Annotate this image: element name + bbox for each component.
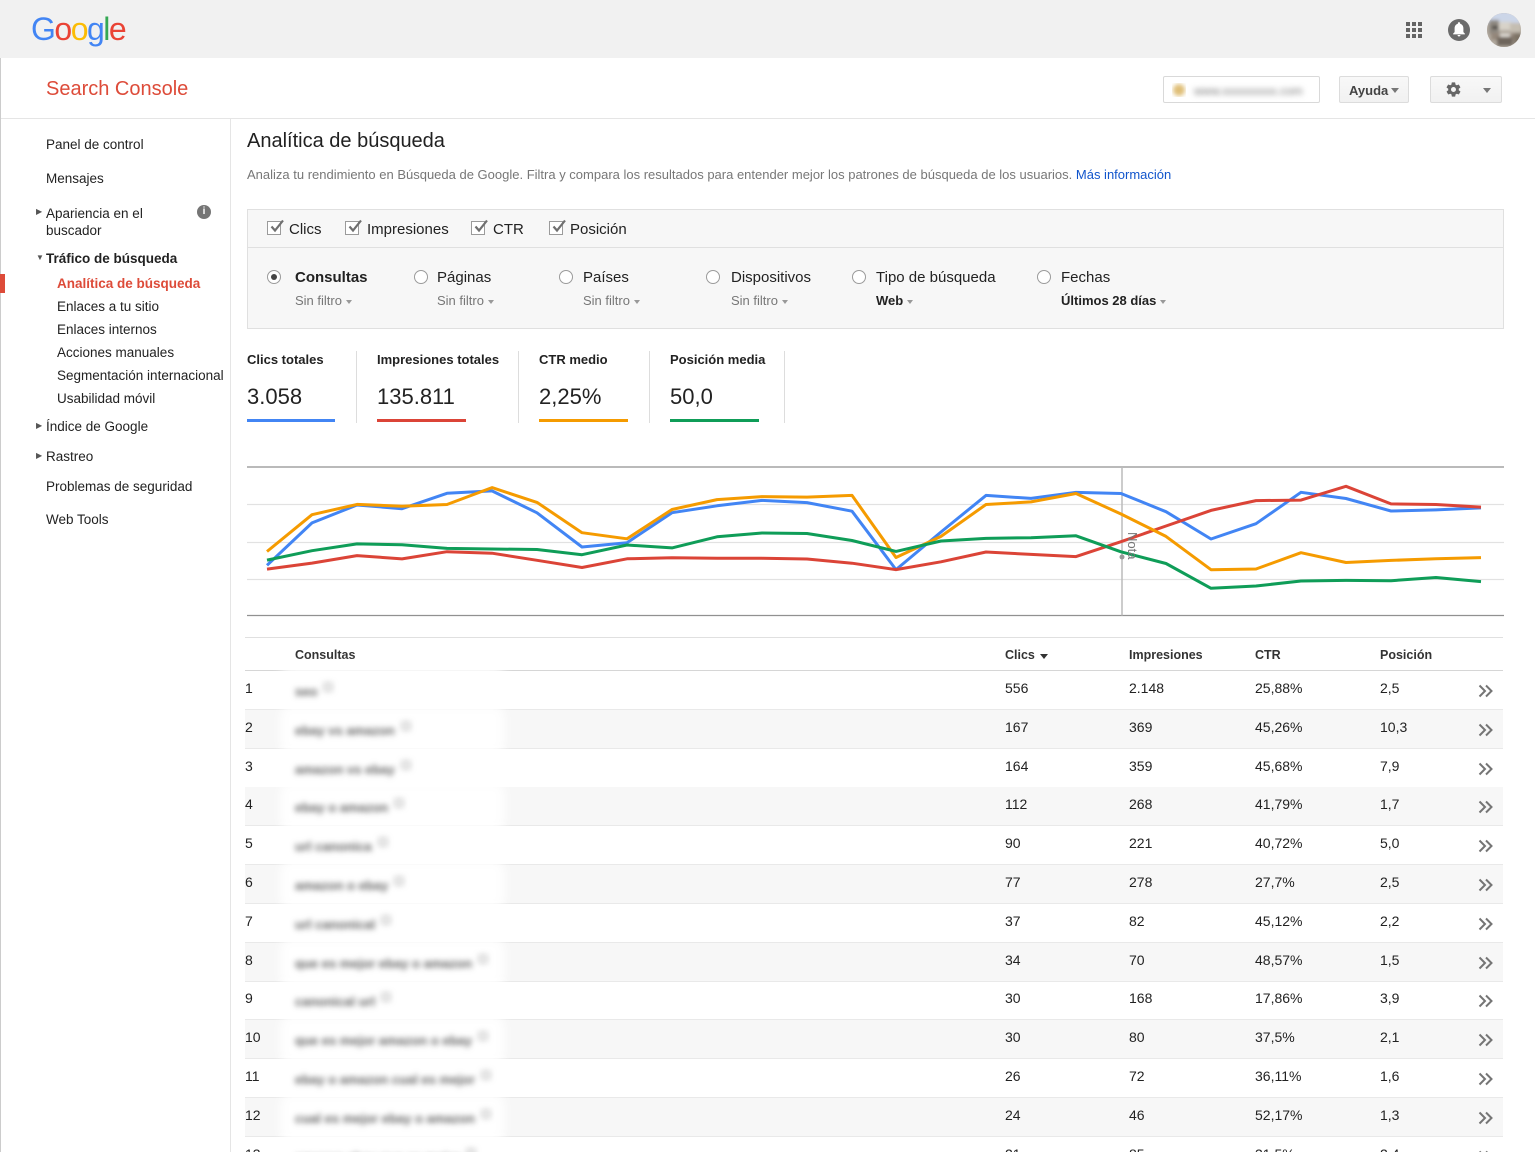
svg-text:Nota: Nota xyxy=(1125,532,1140,560)
